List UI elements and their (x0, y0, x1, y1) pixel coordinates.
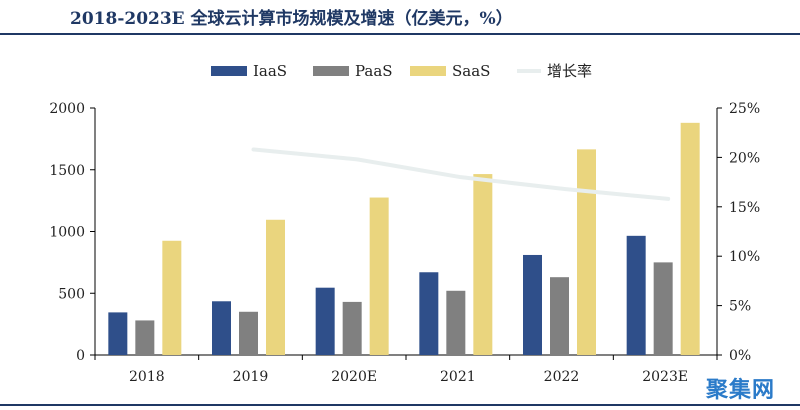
axes: 0 500 1000 1500 2000 0% 5% 10% 15% 20% 25% 2018 2019… (49, 101, 760, 385)
growth-rate-line (251, 147, 671, 201)
legend-swatch-iaas (211, 66, 247, 76)
bar-saas (266, 219, 285, 355)
bar-iaas (626, 235, 646, 355)
right-tick-label: 0% (729, 348, 751, 364)
x-tick-label: 2019 (233, 369, 269, 385)
bar-paas (135, 320, 155, 355)
legend-swatch-paas (313, 66, 349, 76)
growth-line-layer (251, 147, 671, 201)
bar-saas (680, 122, 700, 355)
right-tick-label: 20% (729, 150, 760, 166)
bottom-rule (0, 404, 800, 406)
left-tick-label: 500 (58, 286, 85, 302)
bar-iaas (212, 301, 231, 355)
bar-paas (550, 277, 569, 355)
bar-paas (342, 301, 362, 355)
legend-label-growth: 增长率 (547, 62, 592, 80)
bars (108, 122, 700, 355)
bar-paas (239, 311, 258, 355)
bar-saas (577, 149, 596, 355)
left-tick-label: 2000 (49, 101, 85, 117)
chart-title: 2018-2023E 全球云计算市场规模及增速（亿美元，%） (70, 9, 513, 29)
left-tick-label: 1000 (49, 225, 85, 241)
right-tick-label: 25% (729, 101, 760, 117)
legend-label-paas: PaaS (355, 62, 393, 80)
bar-paas (653, 262, 673, 355)
left-tick-label: 1500 (49, 163, 85, 179)
x-tick-label: 2023E (642, 369, 688, 385)
bar-iaas (108, 312, 128, 355)
left-tick-label: 0 (76, 348, 85, 364)
bar-iaas (419, 272, 439, 355)
bar-paas (446, 290, 466, 355)
right-tick-label: 15% (729, 200, 760, 216)
right-tick-label: 10% (729, 249, 760, 265)
bar-saas (473, 174, 493, 355)
bar-iaas (315, 287, 335, 355)
x-tick-label: 2018 (129, 369, 165, 385)
bar-saas (162, 240, 182, 355)
legend-label-saas: SaaS (452, 62, 490, 80)
x-tick-label: 2022 (544, 369, 580, 385)
legend: IaaS PaaS SaaS 增长率 (211, 62, 592, 80)
title-rule (0, 33, 800, 35)
bar-iaas (523, 254, 542, 355)
legend-swatch-saas (410, 66, 446, 76)
right-tick-label: 5% (729, 299, 751, 315)
legend-label-iaas: IaaS (253, 62, 287, 80)
x-tick-label: 2021 (440, 369, 476, 385)
watermark-logo: 聚集网 (706, 378, 776, 403)
bar-saas (369, 197, 389, 355)
x-tick-label: 2020E (331, 369, 377, 385)
